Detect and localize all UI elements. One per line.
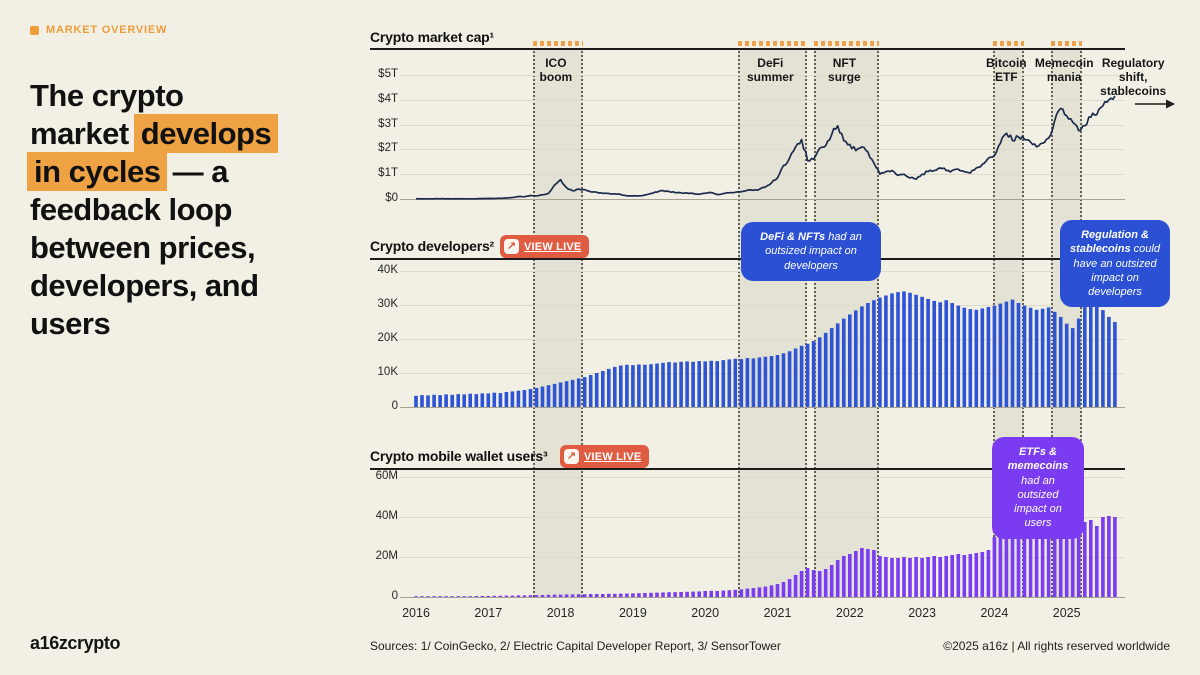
- epoch-label: DeFi summer: [746, 56, 794, 84]
- developers-plot: [414, 291, 1117, 407]
- callout-etfs-memecoins: ETFs & memecoins had an outsized impact …: [992, 437, 1084, 539]
- gridline: [400, 99, 1125, 101]
- gridline: [400, 407, 1125, 408]
- epoch-band-orange-dashes: [813, 41, 880, 46]
- gridline: [400, 517, 1125, 518]
- eyebrow-square-icon: [30, 25, 39, 35]
- gridline: [400, 373, 1125, 374]
- wallet-user-bars: [414, 495, 1117, 597]
- a16zcrypto-logo: a16zcrypto: [30, 633, 121, 653]
- right-arrow-icon: [1135, 99, 1175, 109]
- y-tick-label: 10K: [377, 366, 398, 378]
- y-tick-label: $5T: [378, 68, 398, 80]
- epoch-band: [533, 41, 583, 597]
- market-cap-line: [415, 95, 1116, 200]
- epoch-label: NFT surge: [828, 56, 861, 84]
- gridline: [400, 557, 1125, 558]
- epoch-band-orange-dashes: [533, 41, 583, 46]
- x-tick-label: 2022: [835, 606, 864, 620]
- copyright-text: ©2025 a16z | All rights reserved worldwi…: [943, 639, 1170, 653]
- epoch-band-orange-dashes: [993, 41, 1024, 46]
- callout-regulation-stablecoins: Regulation & stablecoins could have an o…: [1060, 220, 1170, 308]
- epoch-label: Memecoin mania: [1034, 56, 1094, 84]
- y-tick-label: $1T: [378, 167, 398, 180]
- x-tick-label: 2016: [402, 606, 430, 620]
- y-tick-label: 20M: [375, 550, 398, 562]
- gridline: [400, 149, 1125, 151]
- x-tick-label: 2019: [618, 606, 647, 620]
- x-tick-label: 2023: [908, 606, 936, 620]
- y-tick-label: 0: [391, 590, 398, 602]
- y-tick-label: $4T: [378, 92, 398, 105]
- headline-highlight: develops: [133, 113, 279, 153]
- eyebrow: MARKET OVERVIEW: [30, 24, 167, 36]
- external-link-arrow-icon: ↗: [564, 449, 579, 464]
- x-tick-label: 2025: [1052, 606, 1081, 620]
- chart-title-developers: Crypto developers²: [370, 238, 494, 254]
- eyebrow-label: MARKET OVERVIEW: [46, 24, 168, 36]
- slide-headline: The crypto market develops in cycles — a fe…: [27, 77, 370, 343]
- y-tick-label: 20K: [377, 332, 398, 344]
- gridline: [400, 477, 1125, 478]
- callout-defi-nfts: DeFi & NFTs had an outsized impact on de…: [741, 222, 881, 281]
- epoch-band-orange-dashes: [737, 41, 807, 46]
- gridline: [400, 305, 1125, 306]
- wallet-users-header-rule: [370, 468, 1125, 470]
- callout-text: had an outsized impact on developers: [765, 231, 862, 272]
- sources-text: Sources: 1/ CoinGecko, 2/ Electric Capit…: [370, 639, 781, 653]
- callout-text: had an outsized impact on users: [1014, 474, 1062, 530]
- external-link-arrow-icon: ↗: [504, 239, 519, 254]
- epoch-band: [737, 41, 807, 597]
- market-cap-header-rule: [370, 48, 1125, 50]
- headline-highlight: in cycles: [27, 151, 168, 191]
- callout-emphasis: Regulation & stablecoins: [1070, 229, 1149, 256]
- y-tick-label: 40K: [377, 264, 398, 276]
- x-tick-label: 2024: [980, 606, 1009, 620]
- gridline: [400, 124, 1125, 126]
- callout-text: could have an outsized impact on develop…: [1073, 243, 1160, 299]
- developer-bars: [414, 291, 1117, 407]
- epoch-label: ICO boom: [539, 56, 573, 84]
- y-tick-label: 30K: [377, 298, 398, 310]
- callout-emphasis: ETFs & memecoins: [1007, 446, 1069, 473]
- view-live-button-developers[interactable]: ↗ VIEW LIVE: [500, 235, 590, 258]
- gridline: [400, 174, 1125, 176]
- view-live-label: VIEW LIVE: [584, 450, 642, 463]
- gridline: [400, 339, 1125, 340]
- view-live-button-wallet-users[interactable]: ↗ VIEW LIVE: [560, 445, 650, 468]
- x-tick-label: 2021: [763, 606, 792, 620]
- y-tick-label: $0: [385, 192, 398, 204]
- x-tick-label: 2018: [546, 606, 575, 620]
- y-tick-label: 40M: [375, 510, 398, 522]
- y-tick-label: $3T: [378, 117, 398, 130]
- view-live-label: VIEW LIVE: [524, 240, 582, 253]
- y-tick-label: 60M: [375, 470, 398, 482]
- y-tick-label: 0: [391, 400, 398, 412]
- market-cap-plot: [415, 95, 1116, 200]
- x-tick-label: 2020: [691, 606, 720, 620]
- x-tick-label: 2017: [474, 606, 503, 620]
- epoch-band-orange-dashes: [1050, 41, 1082, 46]
- epoch-label: Regulatory shift, stablecoins: [1100, 56, 1167, 98]
- chart-title-market-cap: Crypto market cap¹: [370, 29, 494, 45]
- gridline: [400, 75, 1125, 76]
- chart-title-wallet-users: Crypto mobile wallet users³: [370, 448, 548, 464]
- gridline: [400, 597, 1125, 598]
- wallet-users-plot: [414, 495, 1117, 597]
- callout-emphasis: DeFi & NFTs: [760, 231, 826, 243]
- epoch-label: Bitcoin ETF: [985, 56, 1027, 84]
- y-tick-label: $2T: [378, 142, 398, 155]
- gridline: [400, 199, 1125, 200]
